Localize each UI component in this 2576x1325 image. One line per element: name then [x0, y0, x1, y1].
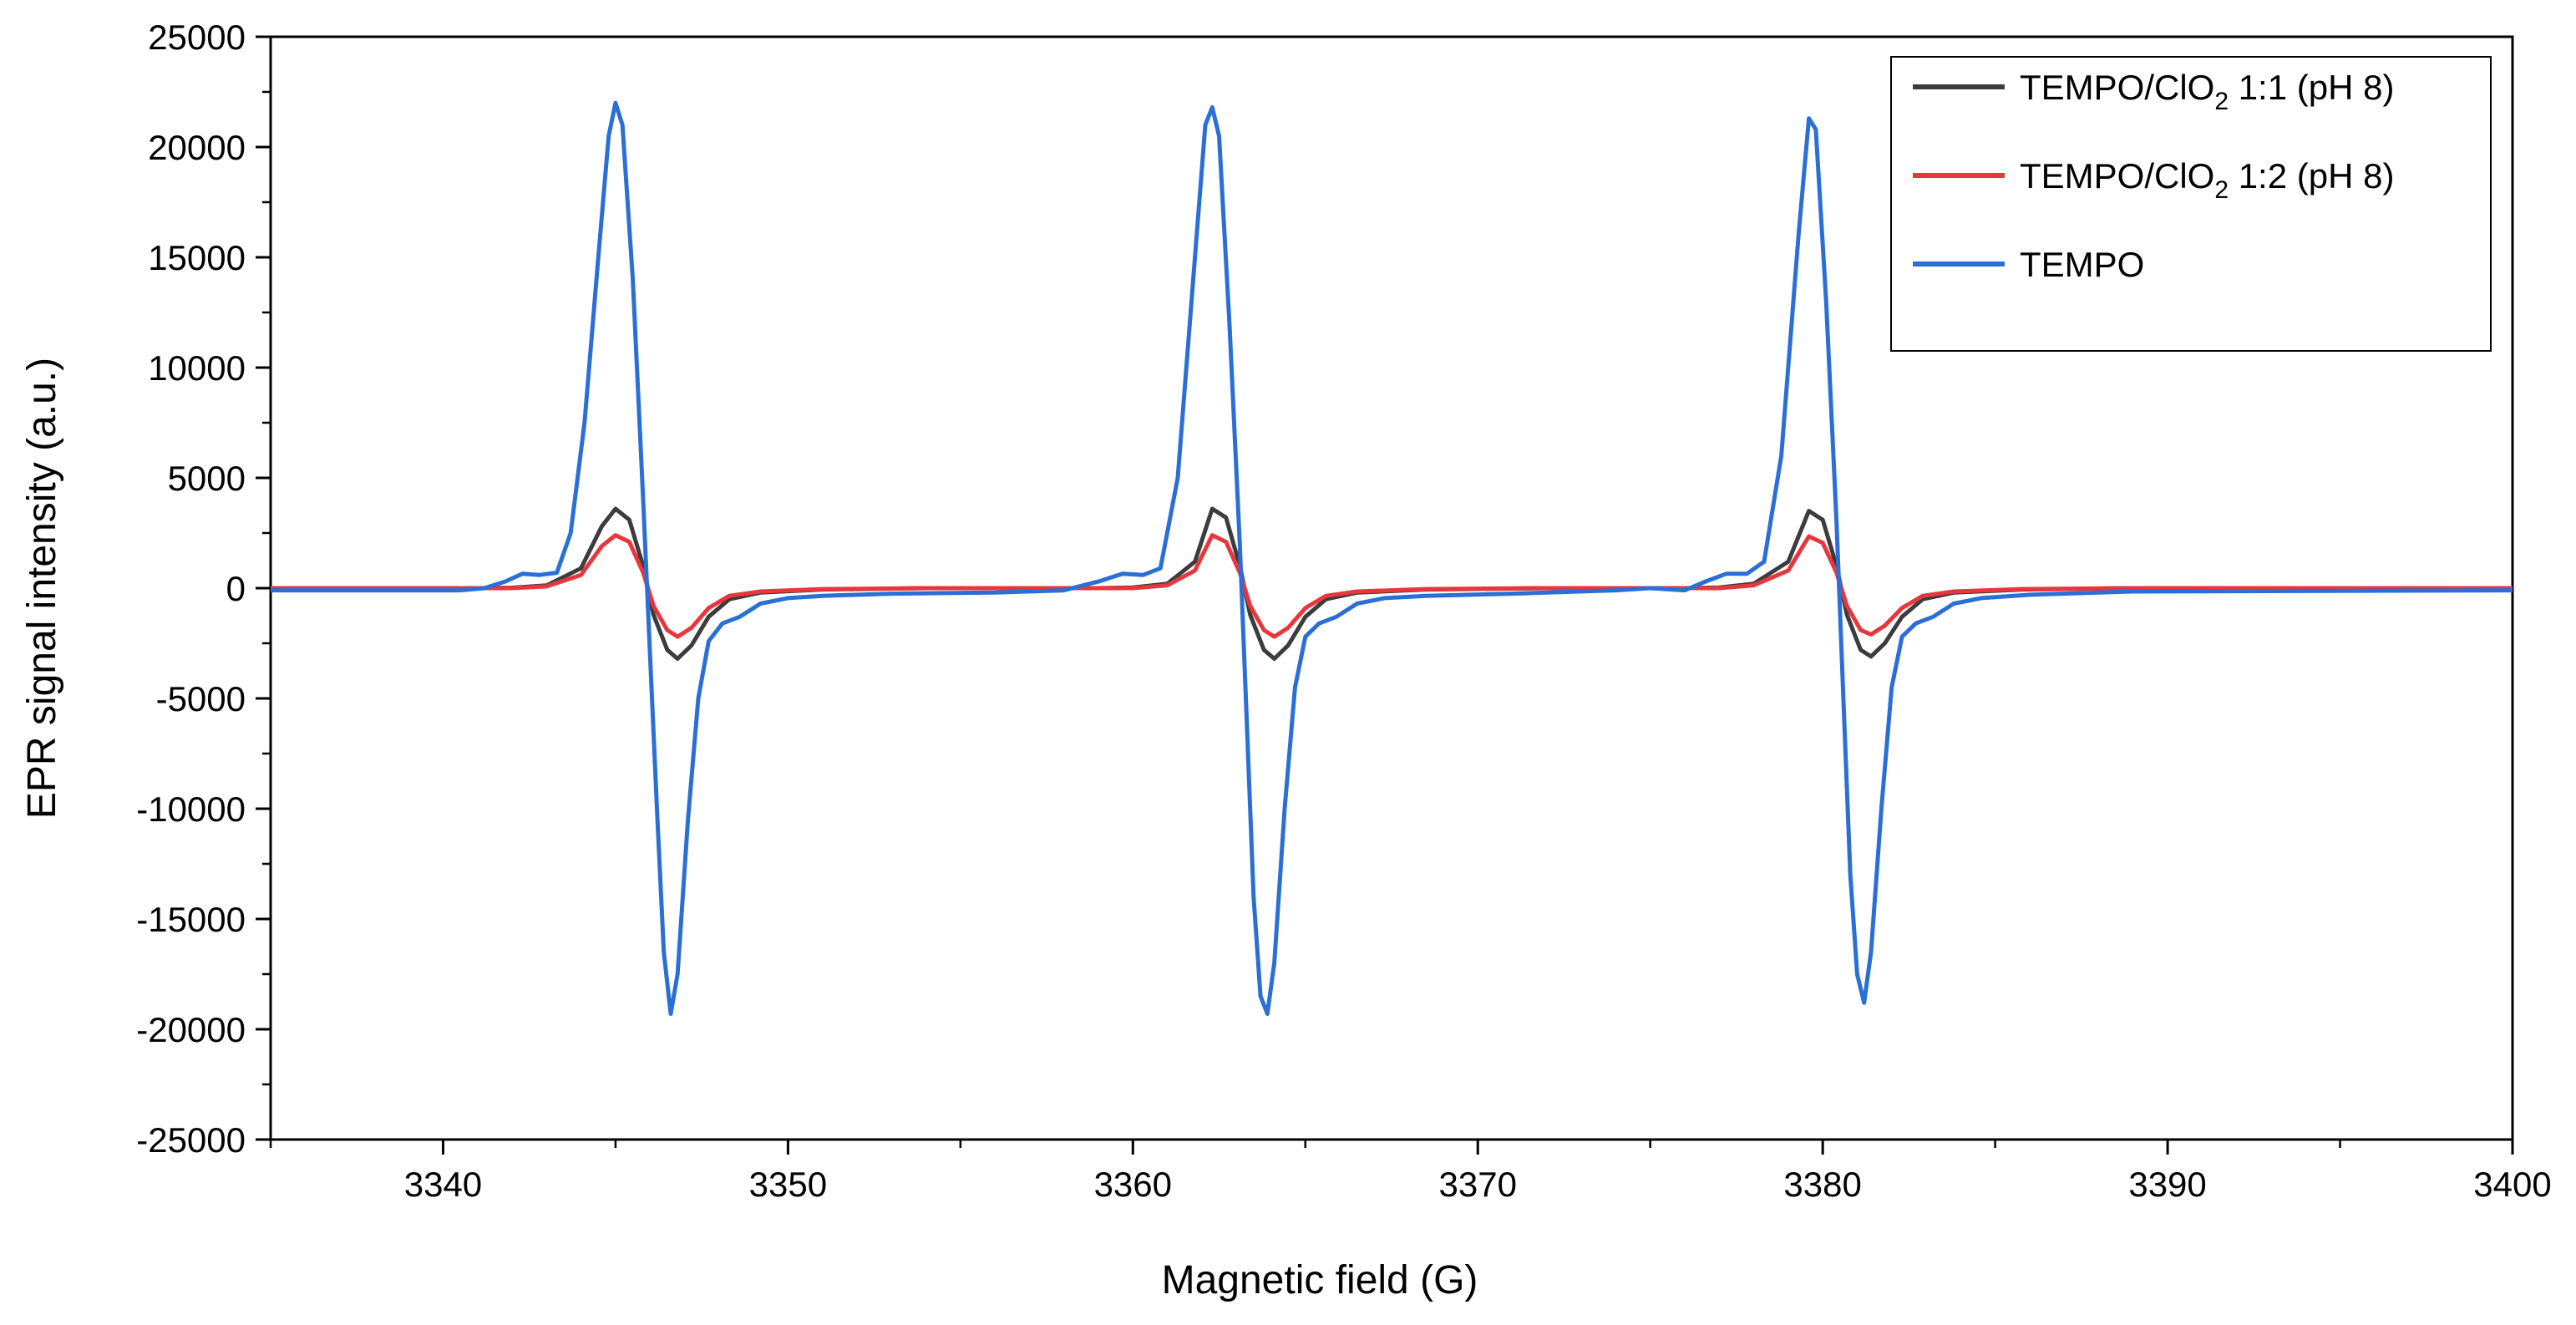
y-tick-label: -15000	[136, 900, 246, 939]
x-tick-label: 3390	[2128, 1165, 2206, 1204]
x-tick-label: 3370	[1439, 1165, 1517, 1204]
y-tick-label: 20000	[148, 128, 246, 167]
legend-label: TEMPO/ClO2 1:2 (pH 8)	[2020, 156, 2394, 204]
y-axis-title: EPR signal intensity (a.u.)	[20, 358, 64, 819]
y-tick-label: 5000	[168, 459, 246, 498]
series-line-2	[271, 533, 2513, 639]
axis-ticks: 3340 3350 3360 3370 3380 3390 3400 -25000 -20000…	[136, 18, 2552, 1204]
x-tick-label: 3380	[1783, 1165, 1861, 1204]
y-tick-label: -10000	[136, 789, 246, 829]
series-line-3	[271, 100, 2513, 1016]
legend-box	[1890, 56, 2492, 352]
y-tick-label: -20000	[136, 1010, 246, 1049]
y-tick-label: 15000	[148, 238, 246, 277]
x-axis-title: Magnetic field (G)	[1162, 1258, 1478, 1302]
x-tick-label: 3350	[749, 1165, 827, 1204]
y-tick-label: 0	[226, 569, 246, 608]
y-tick-label: 25000	[148, 18, 246, 57]
series-line-1	[271, 506, 2513, 661]
legend-label: TEMPO/ClO2 1:1 (pH 8)	[2020, 68, 2394, 115]
x-tick-label: 3400	[2473, 1165, 2551, 1204]
legend-label: TEMPO	[2020, 245, 2144, 284]
legend: TEMPO/ClO2 1:1 (pH 8) TEMPO/ClO2 1:2 (pH …	[1890, 56, 2492, 352]
x-tick-label: 3360	[1094, 1165, 1172, 1204]
y-tick-label: -5000	[156, 679, 246, 718]
y-tick-label: 10000	[148, 348, 246, 388]
x-tick-label: 3340	[404, 1165, 482, 1204]
series-layer	[271, 100, 2513, 1016]
y-tick-label: -25000	[136, 1120, 246, 1160]
